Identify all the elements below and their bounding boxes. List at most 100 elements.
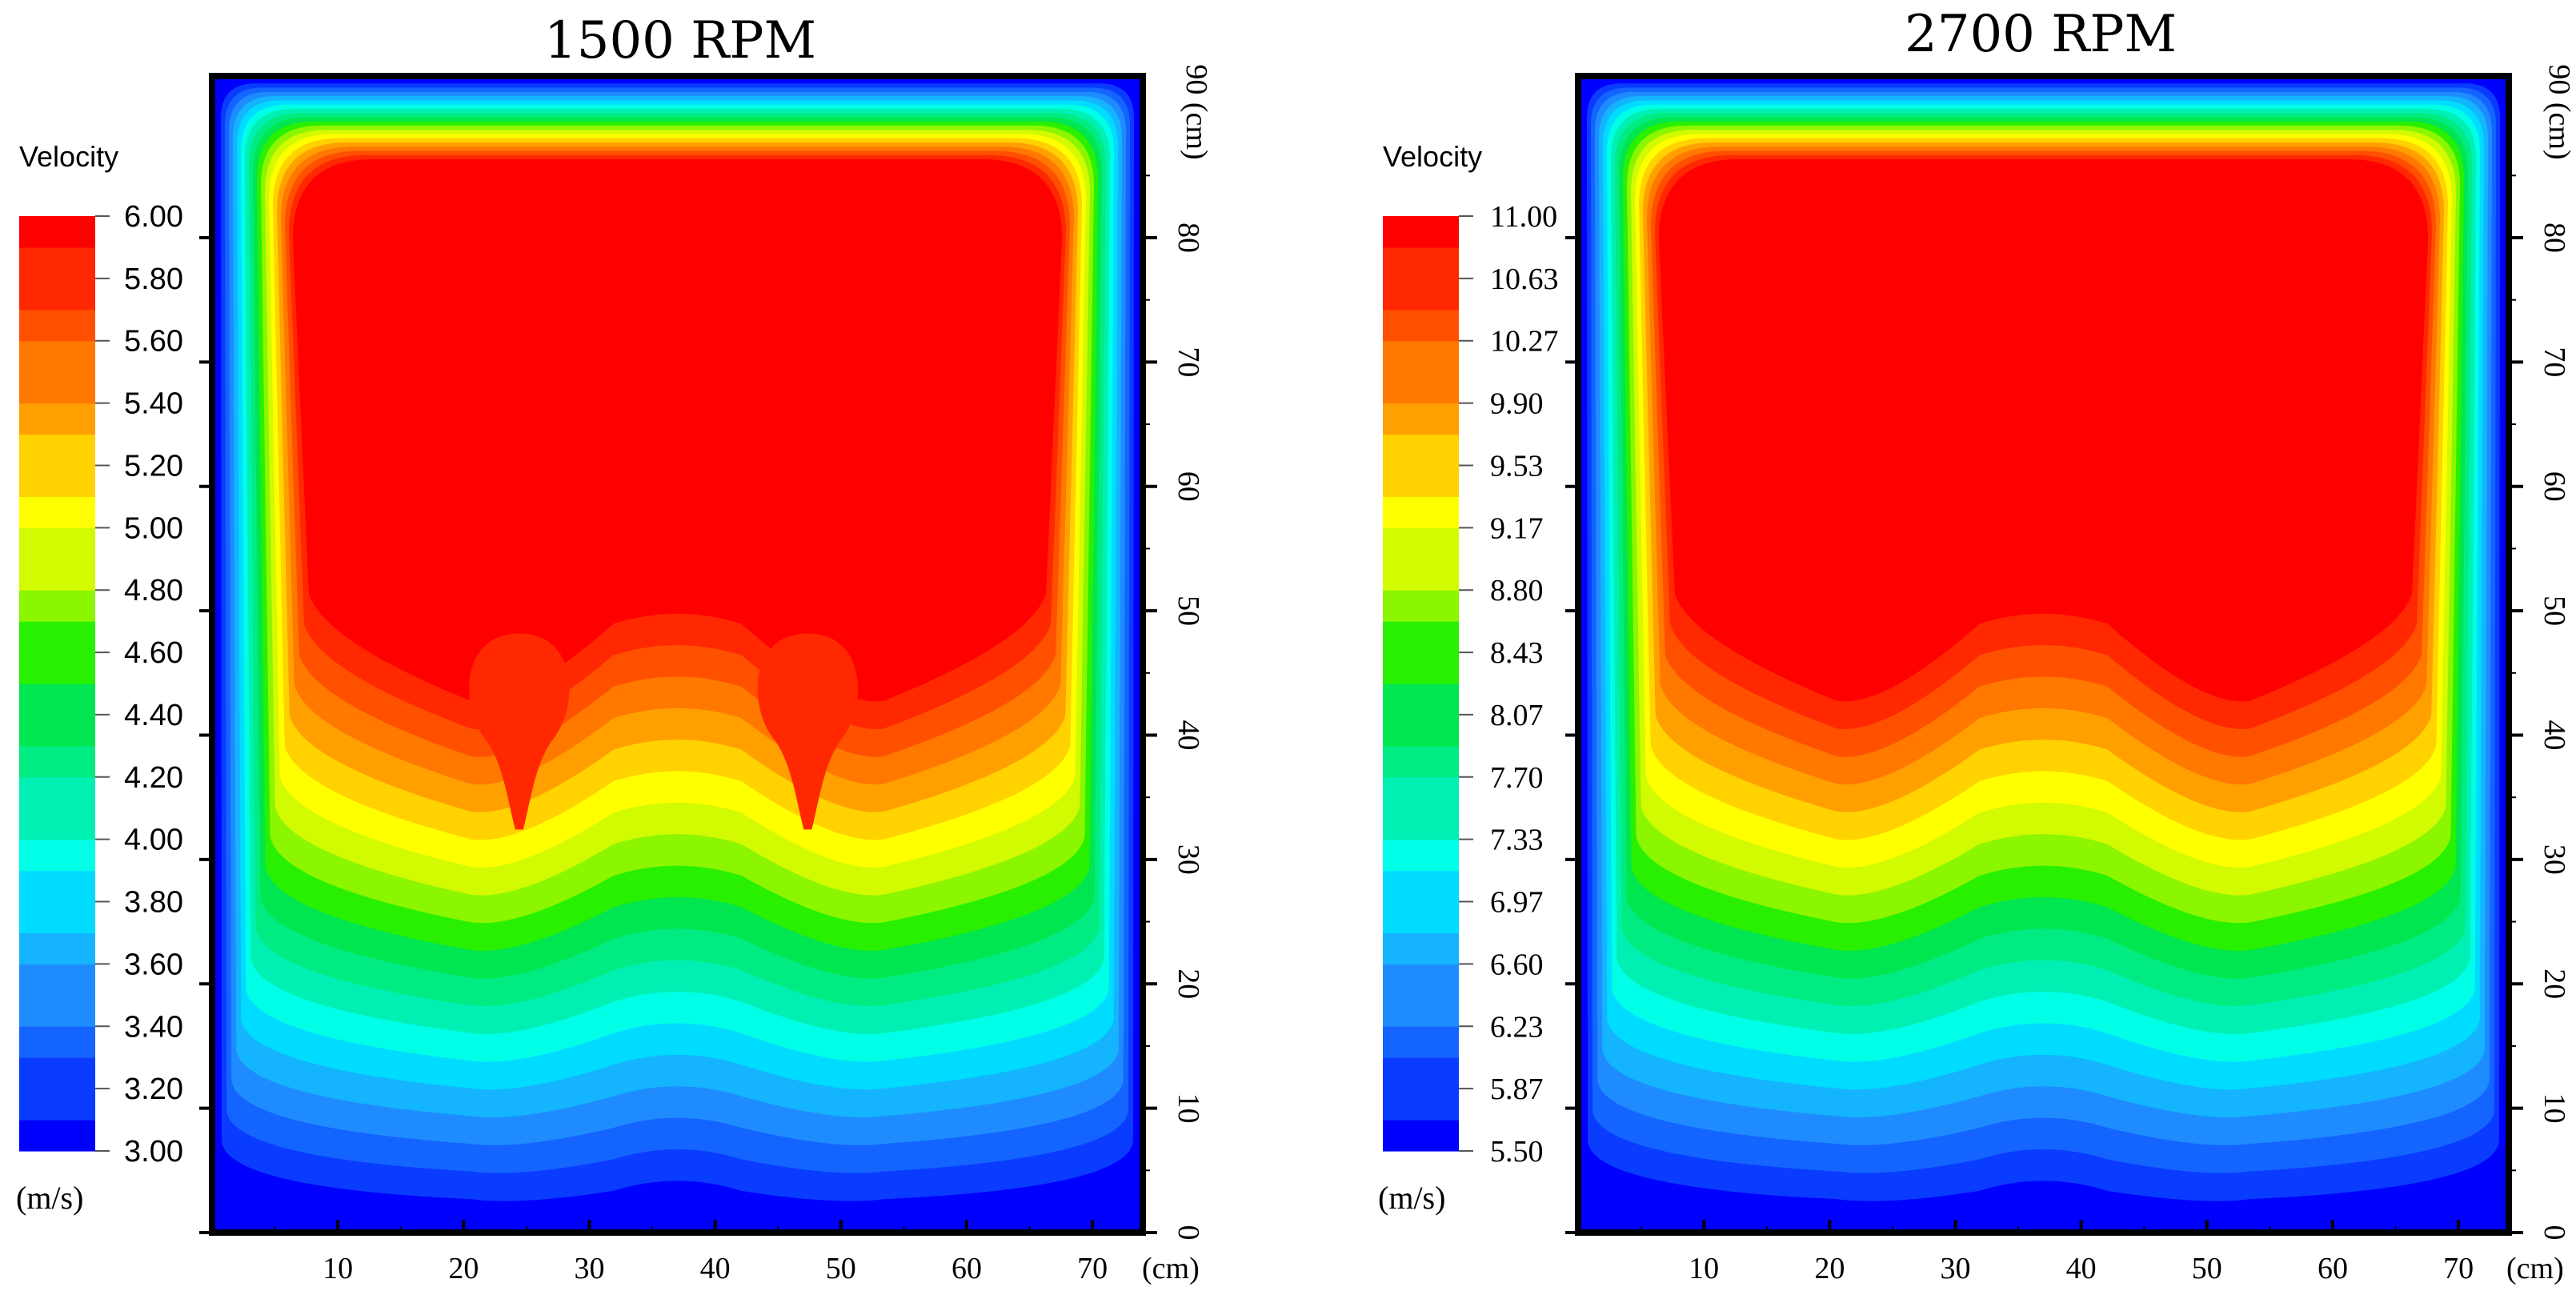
x-tick-label: 30 [1940, 1252, 1970, 1285]
x-tick-label: 10 [1689, 1252, 1719, 1285]
x-axis-unit: (cm) [2506, 1252, 2564, 1285]
colorbar-band [1383, 684, 1459, 716]
x-tick-label: 40 [2066, 1252, 2097, 1285]
y-tick-label: 10 [1172, 1093, 1205, 1124]
colorbar-tick-label: 8.07 [1490, 699, 1544, 732]
x-tick-label: 60 [2318, 1252, 2348, 1285]
colorbar-band [1383, 1026, 1459, 1058]
colorbar-band [19, 870, 95, 903]
colorbar-band [19, 559, 95, 591]
colorbar-band [1383, 745, 1459, 778]
colorbar-tick-label: 8.80 [1490, 574, 1544, 607]
colorbar-band [1383, 714, 1459, 747]
colorbar-band [1383, 247, 1459, 279]
colorbar-tick-label: 8.43 [1490, 636, 1544, 670]
colorbar-band [19, 465, 95, 497]
colorbar-band [19, 714, 95, 747]
colorbar-tick-label: 5.20 [124, 449, 183, 483]
colorbar-band [1383, 216, 1459, 248]
y-tick-label: 10 [2538, 1093, 2571, 1124]
x-tick-label: 10 [323, 1252, 353, 1285]
colorbar-band [1383, 870, 1459, 903]
colorbar-band [19, 309, 95, 342]
colorbar-tick-label: 9.17 [1490, 511, 1544, 545]
colorbar-tick-label: 6.60 [1490, 948, 1544, 981]
y-tick-label: 30 [1172, 844, 1205, 875]
colorbar-band [1383, 559, 1459, 591]
colorbar-band [1383, 1089, 1459, 1121]
y-tick-label: 0 [1172, 1225, 1205, 1241]
colorbar-tick-label: 3.00 [124, 1135, 183, 1169]
colorbar-label: Velocity [19, 140, 118, 173]
y-tick-label: 80 [1172, 223, 1205, 253]
colorbar-band [19, 216, 95, 248]
contour-core [293, 159, 1062, 702]
y-tick-label: 40 [1172, 720, 1205, 750]
colorbar-tick-label: 6.97 [1490, 886, 1544, 920]
colorbar-band [19, 964, 95, 996]
colorbar-tick-label: 10.63 [1490, 263, 1559, 296]
colorbar-band [1383, 278, 1459, 311]
panel-title: 2700 RPM [1905, 5, 2177, 64]
velocity-contour-plot [212, 76, 1143, 1233]
x-tick-label: 20 [448, 1252, 479, 1285]
colorbar-tick-label: 11.00 [1490, 200, 1557, 234]
colorbar-tick-label: 9.90 [1490, 387, 1544, 421]
y-tick-label: 30 [2538, 844, 2571, 875]
velocity-contour-plot [1578, 76, 2509, 1233]
colorbar-band [19, 371, 95, 404]
y-tick-label: 20 [1172, 968, 1205, 999]
colorbar-tick-label: 3.80 [124, 886, 183, 920]
y-tick-label: 80 [2538, 223, 2571, 253]
colorbar-band [19, 808, 95, 840]
x-tick-label: 70 [1077, 1252, 1108, 1285]
colorbar-band [19, 1120, 95, 1152]
axes: 10 20 30 40 50 60 70 0 10 20 30 40 50 60 70 80 [1565, 73, 2571, 1285]
colorbar-tick-label: 3.20 [124, 1072, 183, 1106]
colorbar-band [19, 1089, 95, 1121]
plot-frame [209, 73, 1146, 1236]
colorbar-band [1383, 776, 1459, 809]
colorbar-band [1383, 652, 1459, 684]
colorbar-band [19, 340, 95, 373]
y-tick-label: 20 [2538, 968, 2571, 999]
y-tick-label: 50 [2538, 595, 2571, 626]
colorbar-band [19, 278, 95, 311]
panel-2700rpm: 2700 RPM Velocity (m/s) 11.00 10.63 10.27 9… [1378, 5, 2576, 1285]
colorbar-band [1383, 839, 1459, 872]
colorbar-unit: (m/s) [1378, 1180, 1445, 1216]
y-tick-label: 70 [1172, 347, 1205, 377]
colorbar-band [1383, 403, 1459, 435]
colorbar-tick-label: 5.50 [1490, 1135, 1544, 1169]
plot-frame [1575, 73, 2512, 1236]
x-tick-label: 70 [2443, 1252, 2474, 1285]
colorbar: 11.00 10.63 10.27 9.90 9.53 9.17 8.80 8.43 8.07 7… [1383, 200, 1559, 1169]
colorbar-tick-label: 3.40 [124, 1010, 183, 1044]
colorbar-tick-label: 6.23 [1490, 1010, 1544, 1044]
colorbar-band [19, 1057, 95, 1089]
y-tick-label: 60 [1172, 471, 1205, 502]
colorbar-unit: (m/s) [16, 1180, 83, 1216]
x-tick-label: 30 [574, 1252, 604, 1285]
colorbar-band [19, 995, 95, 1027]
colorbar-tick-label: 4.20 [124, 761, 183, 795]
colorbar: 6.00 5.80 5.60 5.40 5.20 5.00 4.80 4.60 4.40 4.20… [19, 200, 183, 1169]
colorbar-band [1383, 340, 1459, 373]
colorbar-band [1383, 590, 1459, 622]
colorbar-band [19, 434, 95, 467]
x-tick-label: 60 [951, 1252, 982, 1285]
colorbar-band [1383, 527, 1459, 559]
colorbar-tick-label: 5.87 [1490, 1072, 1544, 1106]
contour-blob [469, 633, 570, 830]
colorbar-band [1383, 309, 1459, 342]
colorbar-band [19, 496, 95, 528]
x-axis-unit: (cm) [1142, 1252, 1200, 1285]
colorbar-tick-label: 5.80 [124, 263, 183, 296]
colorbar-band [19, 621, 95, 653]
colorbar-tick-label: 4.60 [124, 636, 183, 670]
colorbar-band [19, 901, 95, 934]
colorbar-tick-label: 9.53 [1490, 449, 1544, 483]
colorbar-tick-label: 5.60 [124, 325, 183, 359]
colorbar-band [1383, 621, 1459, 653]
